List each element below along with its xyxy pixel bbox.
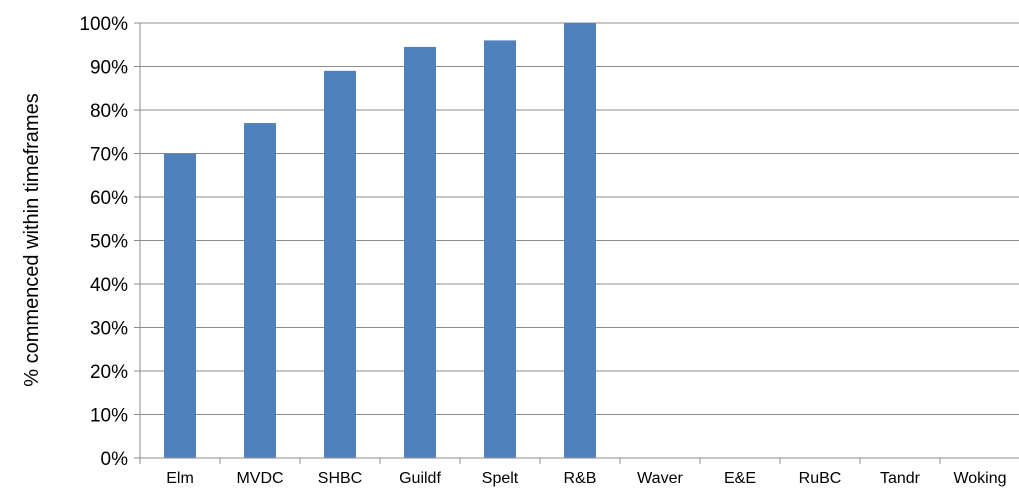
y-tick-label: 0% [101,449,129,470]
y-tick-label: 100% [79,14,128,35]
x-tick-label: MVDC [236,470,283,487]
y-tick-label: 80% [90,101,128,122]
x-tick-label: RuBC [799,470,842,487]
x-tick-label: Guildf [399,470,441,487]
x-tick-label: Woking [953,470,1006,487]
bar-elm [164,153,196,458]
x-tick-label: Tandr [880,470,921,487]
y-axis-title: % commenced within timeframes [21,93,43,386]
y-tick-label: 10% [90,406,128,427]
y-tick-labels: 0% 10% 20% 30% 40% 50% 60% 70% 80% 90% 100% [79,14,128,470]
bar-shbc [324,70,356,458]
x-tick-label: Waver [637,470,683,487]
x-tick-label: Elm [166,470,194,487]
y-tick-label: 30% [90,319,128,340]
y-tick-label: 50% [90,232,128,253]
y-tick-label: 40% [90,275,128,296]
bar-spelt [484,40,516,459]
y-tick-label: 70% [90,145,128,166]
bars [164,23,596,459]
y-tick-label: 20% [90,362,128,383]
x-tick-label: E&E [724,470,756,487]
x-tick-label: Spelt [482,470,519,487]
x-tick-labels: Elm MVDC SHBC Guildf Spelt R&B Waver E&E RuBC Tan… [166,470,1006,487]
axes [134,22,1019,464]
y-tick-label: 90% [90,58,128,79]
bar-r-b [564,23,596,458]
bar-mvdc [244,123,276,459]
x-tick-label: R&B [564,470,597,487]
x-tick-label: SHBC [318,470,362,487]
bar-guildf [404,46,436,459]
y-tick-label: 60% [90,188,128,209]
